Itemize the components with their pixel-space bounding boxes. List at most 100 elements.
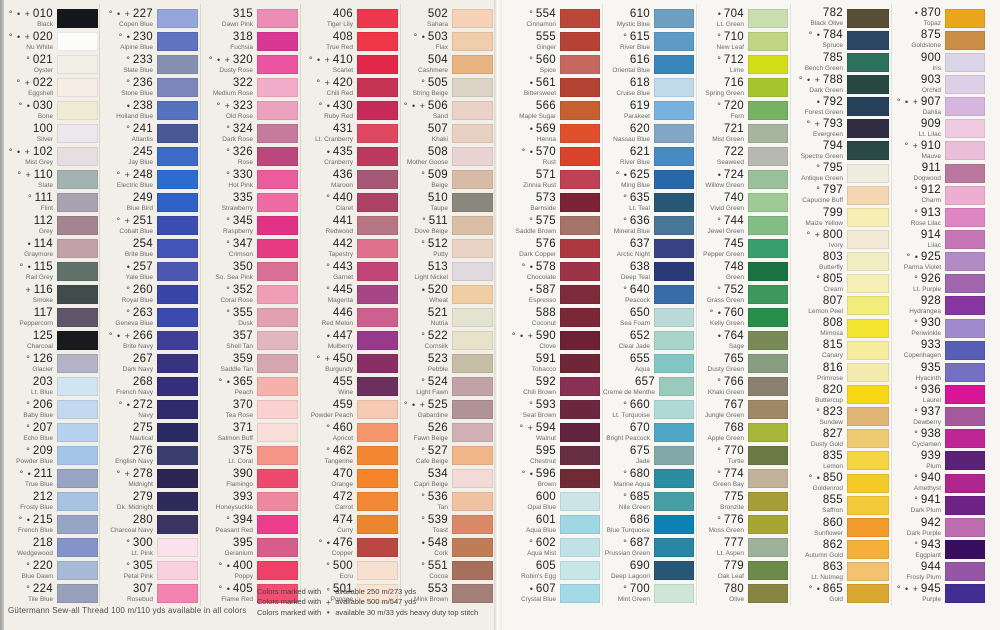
availability-marks: ° • [906,251,919,262]
color-entry-933: 933 Copenhagen [893,339,985,361]
color-number-text: 323 [232,99,253,112]
color-name: Sundew [819,418,844,426]
color-number: ° • 230 [101,31,153,44]
color-name: Wheat [429,296,448,304]
color-label: ° • +020 Nu White [2,31,57,52]
color-entry-594: ° +594 Walnut [506,421,600,444]
color-swatch-218 [57,538,98,557]
color-label: ° 207 Echo Blue [2,422,57,443]
color-number: ° • 760 [697,307,744,320]
color-swatch-431 [357,124,398,143]
color-number-text: 406 [332,7,353,20]
color-label: ° 209 Powder Blue [2,445,57,466]
color-swatch-257 [157,262,198,281]
color-number: ° 774 [697,468,744,481]
color-number: 903 [893,74,941,87]
color-name: Nautical [129,434,153,442]
color-number: 595 [506,445,556,458]
color-number-text: 523 [427,352,448,365]
color-swatch-455 [357,377,398,396]
availability-marks: ° [326,445,331,456]
color-name: Parma Violet [903,263,941,271]
color-number-text: 420 [332,76,353,89]
color-number: ° 305 [101,560,153,573]
color-entry-776: ° 776 Moss Green [697,513,788,536]
color-name: Powder Peach [310,411,353,419]
color-label: 357 Shell Tan [201,330,257,351]
color-label: ° • +945 Purple [893,583,945,604]
color-swatch-619 [654,101,694,120]
color-label: ° 712 Lime [697,54,748,75]
color-entry-502: 502 Sahara [396,7,493,30]
color-name: Tan [437,503,448,511]
color-entry-554: ° 554 Cinnamon [506,7,600,30]
color-label: 315 Dawn Pink [201,8,257,29]
color-swatch-022 [57,78,98,97]
color-number-text: 375 [232,444,253,457]
color-number: 592 [506,376,556,389]
color-swatch-450 [357,354,398,373]
color-number: 942 [893,517,941,530]
color-number: 600 [506,491,556,504]
color-name: Rail Grey [25,273,53,281]
color-number-text: 102 [32,145,53,158]
color-number-text: 511 [428,214,448,227]
color-entry-500: ° 500 Ecru [301,559,398,582]
color-name: Geneva Blue [115,319,153,327]
color-name: Light Nickel [414,273,448,281]
color-number: 799 [791,207,843,220]
color-label: 555 Ginger [506,31,560,52]
color-entry-249: 249 Blue Bird [101,191,198,214]
availability-marks: ° • + [896,96,919,107]
color-entry-323: ° +323 Old Rose [201,99,298,122]
color-number: ° +278 [101,468,153,481]
color-label: 370 Tea Rose [201,399,257,420]
color-swatch-275 [157,423,198,442]
color-number-text: 272 [132,398,153,411]
color-label: 621 River Blue [603,146,654,167]
color-number: 501 [301,583,353,596]
color-entry-110: ° +110 Slate [2,168,98,191]
color-number: ° 509 [396,169,448,182]
color-label: 395 Geranium [201,537,257,558]
color-swatch-850 [847,473,889,493]
color-entry-215: ° • 215 French Blue [2,513,98,536]
color-name: Jewel Green [707,227,745,235]
color-entry-775: 775 Bronzite [697,490,788,513]
color-name: Flint [40,204,53,212]
color-number-text: 503 [427,30,448,43]
color-number-text: 260 [132,283,153,296]
color-name: Tobacco [531,365,556,373]
color-name: Kelly Green [710,319,744,327]
color-name: Sea Foam [620,319,650,327]
color-number-text: 460 [332,421,353,434]
color-entry-408: 408 True Red [301,30,398,53]
availability-marks: ° [717,284,722,295]
color-swatch-712 [748,55,788,74]
availability-marks: ° • [18,514,31,525]
color-number: ° • 503 [396,30,448,44]
color-swatch-716 [748,78,788,97]
color-swatch-220 [57,561,98,580]
color-number-text: 933 [920,339,941,352]
color-number-text: 522 [427,329,448,342]
color-entry-635: ° 635 Lt. Teal [603,191,694,214]
color-entry-203: 203 Lt. Blue [2,375,98,398]
color-swatch-508 [452,147,493,166]
color-number-text: 782 [822,7,843,20]
color-entry-446: 446 Red Melon [301,306,398,329]
color-number: ° 524 [396,376,448,389]
color-entry-722: 722 Seaweed [697,145,788,168]
color-swatch-446 [357,308,398,327]
color-swatch-211 [57,469,98,488]
color-entry-774: ° 774 Green Bay [697,467,788,490]
color-number-text: 502 [427,7,448,20]
color-label: 249 Blue Bird [101,192,157,213]
color-entry-687: ° 687 Prussian Green [603,536,694,559]
color-number: ° 111 [2,192,53,205]
color-label: 390 Flamingo [201,468,257,489]
color-number: 390 [201,468,253,481]
color-label: 716 Spring Green [697,77,748,98]
color-label: ° +910 Mauve [893,140,945,161]
color-number-text: 476 [332,536,353,549]
